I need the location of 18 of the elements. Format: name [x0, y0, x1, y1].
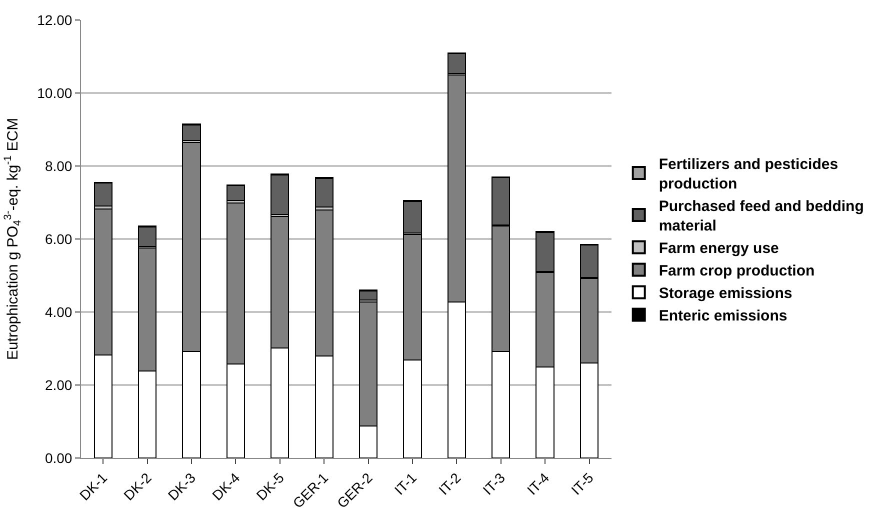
legend-label: Farm crop production: [658, 262, 815, 280]
legend-label: Purchased feed and bedding material: [658, 198, 864, 235]
legend-label: Farm energy use: [658, 240, 779, 258]
x-tick-label: IT-1: [391, 469, 420, 498]
y-tick-label: 2.00: [44, 376, 72, 393]
x-tick-label: IT-5: [568, 469, 596, 498]
x-tick-label: IT-4: [524, 469, 552, 498]
legend-label: Storage emissions: [658, 285, 792, 302]
y-tick-label: 8.00: [44, 158, 72, 174]
y-tick-label: 10.00: [37, 84, 72, 101]
x-tick-label: IT-2: [435, 469, 464, 498]
y-tick-label: 0.00: [44, 450, 72, 466]
x-tick-label: IT-3: [480, 469, 508, 498]
y-tick-label: 6.00: [44, 230, 72, 247]
y-tick-label: 4.00: [44, 304, 72, 320]
legend-label: Enteric emissions: [658, 308, 788, 325]
legend-label: Fertilizers and pesticides production: [658, 156, 838, 193]
y-tick-label: 12.00: [37, 12, 72, 28]
